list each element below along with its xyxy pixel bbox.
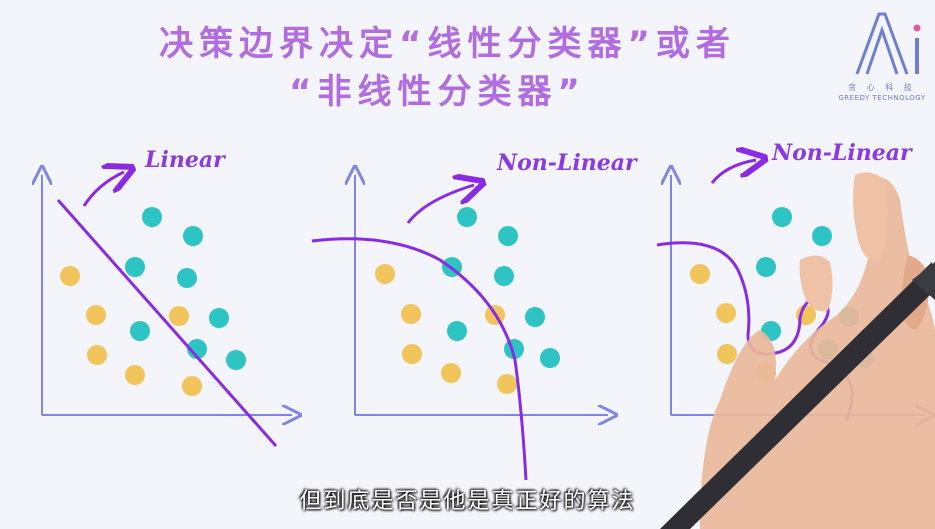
nonlinear-boundary-1 [311,237,528,481]
arrow-nonlinear-1 [406,185,474,224]
video-subtitle: 但到底是否是他是真正好的算法 [299,489,636,514]
greedy-logo: 贪 心 科 技 GREEDY TECHNOLOGY [837,8,927,103]
logo-en-text: GREEDY TECHNOLOGY [838,94,926,102]
title-line-1: 决策边界决定“线性分类器”或者 [159,24,736,64]
hand-with-pen [660,172,935,529]
points-teal-2 [442,207,560,368]
logo-cn-text: 贪 心 科 技 [848,83,916,92]
points-yellow-1 [60,266,202,396]
label-linear: Linear [144,147,226,173]
arrow-linear [82,172,124,207]
label-nonlinear-2: Non-Linear [771,140,913,166]
title-line-2: “非线性分类器” [289,72,586,112]
panel-nonlinear-1: Non-Linear [311,150,638,481]
panel-linear: Linear [42,147,292,447]
label-nonlinear-1: Non-Linear [496,150,638,176]
linear-boundary [56,199,278,447]
ai-logo-icon [855,12,921,75]
arrow-nonlinear-2 [710,160,756,184]
points-yellow-2 [375,264,517,394]
points-teal-1 [125,207,246,370]
